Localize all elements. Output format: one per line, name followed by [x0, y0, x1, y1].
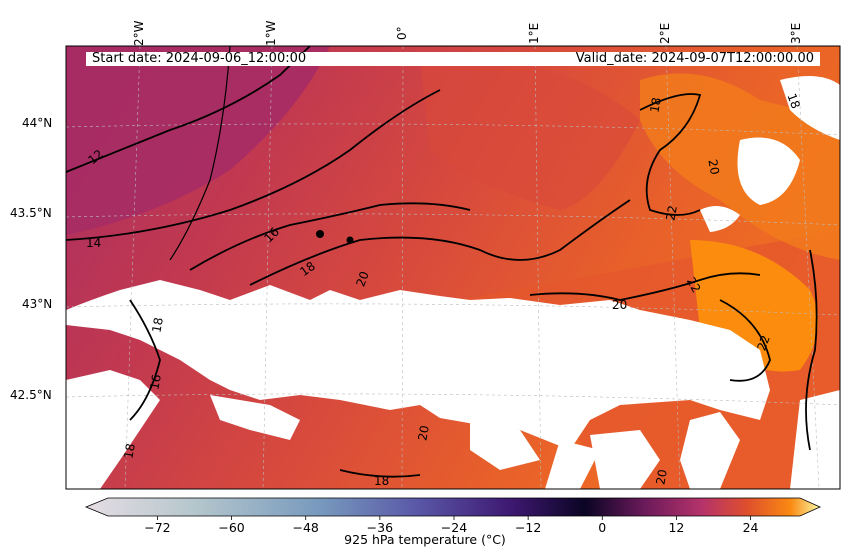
map-frame	[65, 45, 841, 490]
contour-label: 20	[653, 468, 670, 486]
lat-label: 42.5°N	[10, 388, 52, 402]
temperature-contours	[66, 46, 818, 478]
temperature-field	[66, 46, 840, 489]
contour-label: 18	[647, 96, 664, 114]
lat-label: 43.5°N	[10, 206, 52, 220]
colorbar-tick-label: −12	[514, 520, 542, 535]
contour-label: 20	[705, 158, 722, 176]
colorbar-tick-label: 12	[668, 520, 685, 535]
colorbar-tick-label: 24	[742, 520, 759, 535]
colorbar-tick-label: 0	[598, 520, 607, 535]
lon-label: 3°E	[789, 22, 803, 44]
colorbar-tick-label: −24	[440, 520, 468, 535]
contour-label: 20	[415, 424, 432, 442]
lat-label: 43°N	[22, 297, 53, 311]
contour-label: 18	[374, 474, 390, 488]
graticule	[66, 46, 840, 489]
lon-label: 0°	[395, 26, 409, 40]
contour-label: 22	[663, 204, 680, 222]
colorbar	[84, 497, 821, 517]
contour-label: 16	[147, 373, 164, 391]
colorbar-tick-label: −60	[218, 520, 245, 535]
colorbar-tick-label: −72	[144, 520, 171, 535]
lat-label: 44°N	[22, 116, 53, 130]
contour-label: 14	[86, 236, 102, 250]
lon-label: 2°W	[132, 20, 146, 47]
valid-date: Valid_date: 2024-09-07T12:00:00.00	[575, 51, 814, 66]
lon-label: 2°E	[658, 22, 672, 44]
contour-label: 20	[612, 298, 628, 312]
colorbar-tick-label: −48	[292, 520, 319, 535]
contour-label: 18	[121, 442, 138, 460]
lon-label: 1°W	[264, 20, 278, 47]
contour-label: 18	[149, 316, 166, 334]
colorbar-title: 925 hPa temperature (°C)	[344, 532, 506, 547]
start-date: Start date: 2024-09-06_12:00:00	[92, 51, 307, 66]
colorbar-tick-label: −36	[366, 520, 394, 535]
map-info-bar: Start date: 2024-09-06_12:00:00 Valid_da…	[86, 52, 820, 66]
lon-label: 1°E	[527, 22, 541, 44]
missing-data-regions	[66, 76, 840, 489]
